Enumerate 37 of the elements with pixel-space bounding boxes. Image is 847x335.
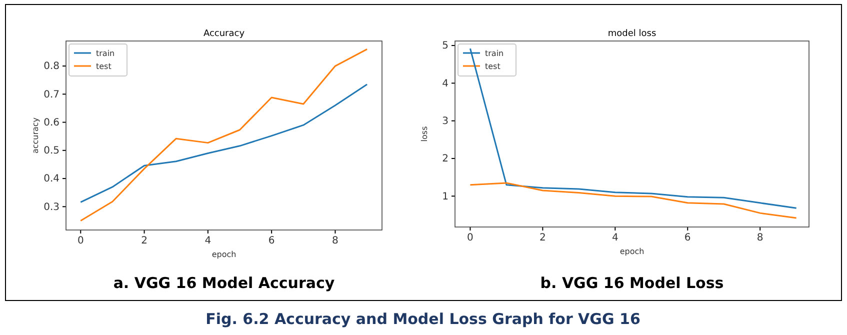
x-tick-label: 8	[332, 236, 338, 247]
legend-label: test	[485, 62, 500, 71]
line-series	[469, 182, 798, 219]
chart-title: Accuracy	[203, 29, 246, 39]
caption: Fig. 6.2 Accuracy and Model Loss Graph for VGG 16	[206, 310, 640, 328]
x-tick-label: 2	[141, 236, 148, 247]
x-tick-label: 8	[756, 232, 764, 244]
x-tick-label: 4	[204, 236, 212, 247]
line-series	[80, 48, 368, 222]
y-axis-title: loss	[420, 126, 429, 142]
y-tick-label: 0.4	[44, 174, 60, 185]
x-tick-label: 0	[77, 236, 84, 247]
legend-label: train	[485, 49, 504, 58]
y-tick-label: 0.8	[44, 61, 60, 72]
y-tick-label: 0.5	[44, 146, 60, 157]
y-axis-title: accuracy	[31, 117, 40, 154]
text: a. VGG 16 Model Accuracy	[113, 274, 335, 292]
y-tick-label: 0.7	[44, 89, 60, 100]
x-tick-label: 0	[467, 232, 474, 244]
x-tick-label: 6	[684, 232, 691, 244]
x-axis-title: epoch	[620, 247, 644, 256]
x-tick-label: 6	[268, 236, 275, 247]
y-tick-label: 5	[442, 40, 448, 52]
x-axis-title: epoch	[212, 250, 236, 259]
x-tick-label: 2	[539, 232, 546, 244]
y-tick-label: 2	[442, 154, 448, 165]
text: b. VGG 16 Model Loss	[540, 274, 724, 292]
x-tick-label: 4	[612, 232, 618, 244]
legend-label: train	[96, 49, 115, 58]
y-tick-label: 0.3	[44, 202, 60, 213]
y-tick-label: 0.6	[44, 117, 60, 128]
line-series	[80, 84, 368, 203]
legend-label: test	[96, 62, 112, 71]
y-tick-label: 4	[442, 78, 448, 90]
y-tick-label: 1	[442, 191, 448, 202]
chart-title: model loss	[608, 29, 656, 39]
y-tick-label: 3	[442, 116, 448, 128]
